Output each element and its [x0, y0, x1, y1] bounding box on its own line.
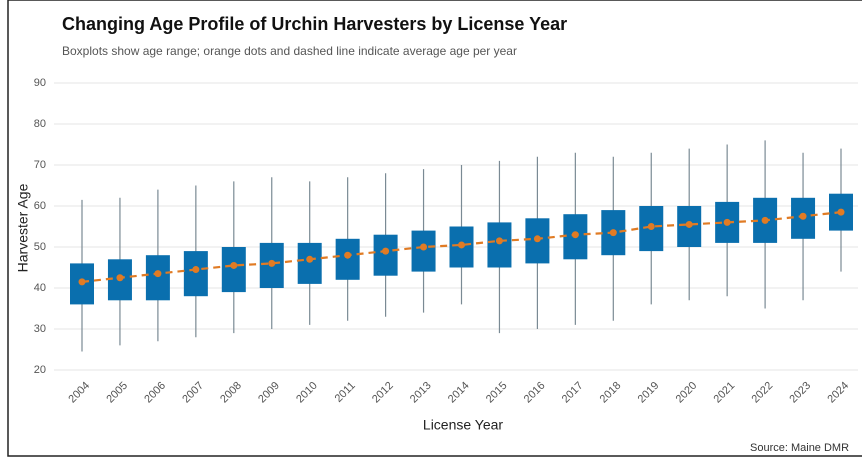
box: [145, 255, 170, 301]
chart-title: Changing Age Profile of Urchin Harvester…: [62, 14, 567, 34]
y-tick-label: 20: [34, 364, 46, 376]
mean-dot: [116, 274, 124, 282]
box: [335, 238, 360, 280]
x-tick-label: 2010: [294, 380, 320, 406]
mean-dot: [344, 251, 352, 259]
mean-dot: [533, 235, 541, 243]
y-tick-label: 70: [34, 159, 46, 171]
mean-dot: [230, 261, 238, 269]
mean-dot: [495, 237, 503, 245]
box: [183, 251, 208, 297]
mean-dot: [192, 266, 200, 274]
box: [221, 247, 246, 293]
box: [373, 234, 398, 276]
mean-dot: [306, 255, 314, 263]
mean-dot: [685, 220, 693, 228]
mean-dot: [420, 243, 428, 251]
x-tick-label: 2005: [104, 380, 130, 406]
mean-dot: [571, 231, 579, 239]
source: Source: Maine DMR: [750, 442, 849, 454]
frame: [7, 0, 862, 457]
y-tick-label: 60: [34, 200, 46, 212]
x-tick-label: 2006: [142, 380, 168, 406]
x-tick-label: 2013: [408, 380, 434, 406]
box: [411, 230, 436, 272]
box: [487, 222, 512, 268]
x-tick-label: 2024: [825, 380, 851, 406]
x-tick-label: 2017: [560, 380, 586, 406]
y-tick-label: 50: [34, 241, 46, 253]
x-tick-label: 2016: [522, 380, 548, 406]
mean-dot: [382, 247, 390, 255]
y-tick-label: 30: [34, 323, 46, 335]
x-tick-label: 2019: [636, 380, 662, 406]
x-tick-label: 2023: [787, 380, 813, 406]
x-tick-label: 2004: [66, 380, 92, 406]
mean-dot: [837, 208, 845, 216]
x-tick-label: 2007: [180, 380, 206, 406]
x-axis-title: License Year: [423, 417, 504, 433]
x-tick-label: 2015: [484, 380, 510, 406]
x-tick-label: 2014: [446, 380, 472, 406]
mean-dot: [458, 241, 465, 249]
y-tick-label: 90: [34, 77, 46, 89]
x-tick-label: 2008: [218, 380, 244, 406]
chart-subtitle: Boxplots show age range; orange dots and…: [62, 44, 517, 58]
x-tick-label: 2022: [749, 380, 775, 406]
mean-dot: [609, 229, 617, 237]
mean-dot: [799, 212, 807, 220]
mean-dot: [723, 218, 731, 226]
y-tick-label: 80: [34, 118, 46, 130]
mean-dot: [647, 223, 655, 230]
y-tick-label: 40: [34, 282, 46, 294]
box: [297, 242, 322, 284]
y-axis-title: Harvester Age: [15, 183, 31, 272]
x-tick-label: 2018: [598, 380, 624, 406]
mean-dot: [761, 216, 769, 224]
x-tick-label: 2021: [712, 380, 738, 406]
x-tick-label: 2011: [333, 380, 358, 405]
mean-dot: [268, 259, 276, 267]
mean-dot: [154, 270, 162, 278]
mean-dot: [78, 278, 86, 286]
x-tick-label: 2009: [256, 380, 282, 406]
x-tick-label: 2020: [674, 380, 700, 406]
x-tick-label: 2012: [370, 380, 396, 406]
